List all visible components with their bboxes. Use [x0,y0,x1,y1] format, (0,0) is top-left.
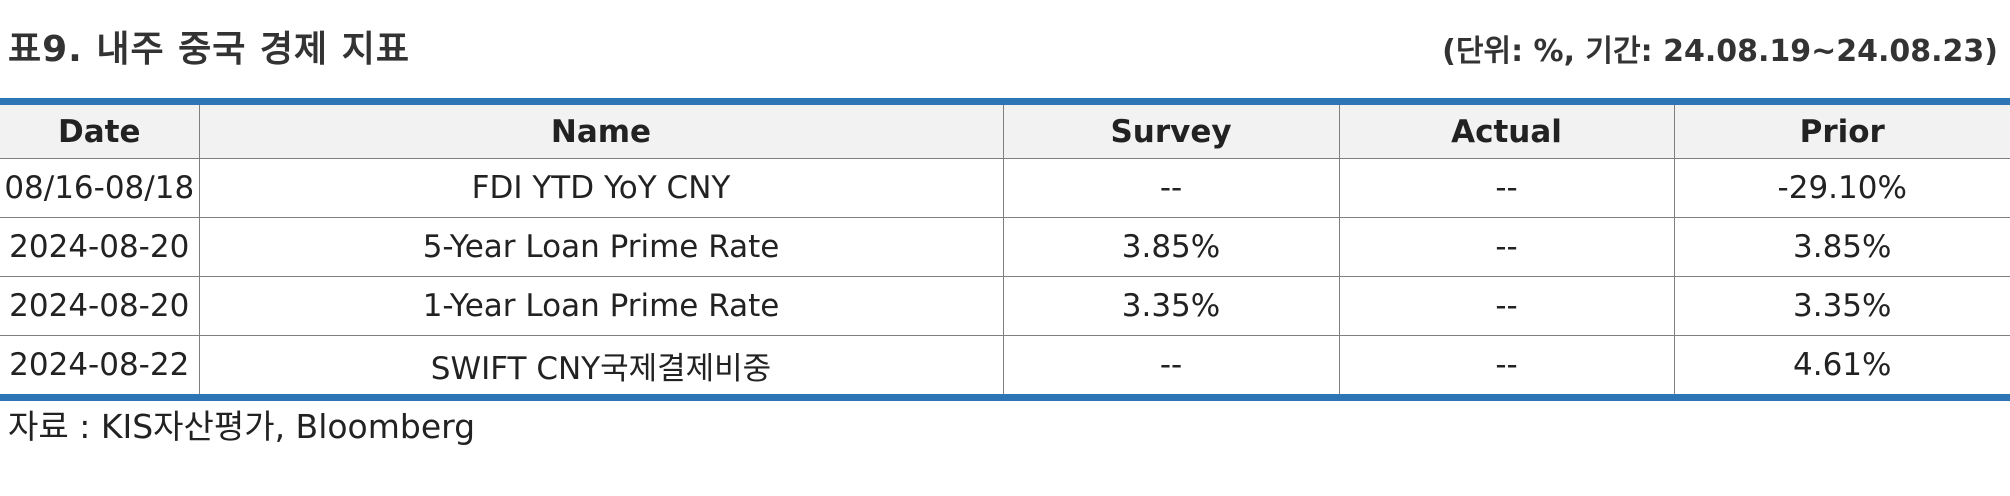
cell-actual: -- [1338,217,1674,277]
header-survey: Survey [1002,101,1339,159]
cell-prior: 3.35% [1673,276,2010,336]
unit-period-note: (단위: %, 기간: 24.08.19~24.08.23) [1442,34,1998,69]
cell-date: 2024-08-20 [0,276,199,336]
table-row: 2024-08-20 1-Year Loan Prime Rate 3.35% … [0,276,2010,336]
cell-name: SWIFT CNY국제결제비중 [198,335,1003,398]
cell-date: 2024-08-22 [9,347,190,383]
header-prior: Prior [1673,101,2010,159]
indicator-table-container: Date Name Survey Actual Prior 08/16-08/1… [0,98,2010,401]
cell-survey: -- [1002,158,1339,218]
cell-name: 5-Year Loan Prime Rate [198,217,1003,277]
cell-date: 2024-08-20 [0,217,199,277]
header-name: Name [198,101,1003,159]
table-header-row: Date Name Survey Actual Prior [0,101,2010,159]
cell-actual: -- [1338,158,1674,218]
source-note: 자료 : KIS자산평가, Bloomberg [8,407,476,446]
cell-survey: 3.35% [1002,276,1339,336]
cell-actual: -- [1338,276,1674,336]
table-row: 08/16-08/18 FDI YTD YoY CNY -- -- -29.10… [0,158,2010,218]
header-actual: Actual [1338,101,1674,159]
cell-name: FDI YTD YoY CNY [198,158,1003,218]
header-date: Date [0,101,199,159]
cell-survey: -- [1002,335,1339,398]
table-title: 표9. 내주 중국 경제 지표 [8,29,410,70]
cell-name: 1-Year Loan Prime Rate [198,276,1003,336]
cell-prior: 3.85% [1673,217,2010,277]
table-row: 2024-08-22 SWIFT CNY국제결제비중 -- -- 4.61% [0,335,2010,398]
page-header: 표9. 내주 중국 경제 지표 (단위: %, 기간: 24.08.19~24.… [0,14,2010,78]
table-row: 2024-08-20 5-Year Loan Prime Rate 3.85% … [0,217,2010,277]
cell-prior: 4.61% [1673,335,2010,398]
cell-prior: -29.10% [1673,158,2010,218]
cell-survey: 3.85% [1002,217,1339,277]
cell-actual: -- [1338,335,1674,398]
indicator-table: Date Name Survey Actual Prior 08/16-08/1… [0,98,2010,401]
cell-date: 08/16-08/18 [0,158,199,218]
